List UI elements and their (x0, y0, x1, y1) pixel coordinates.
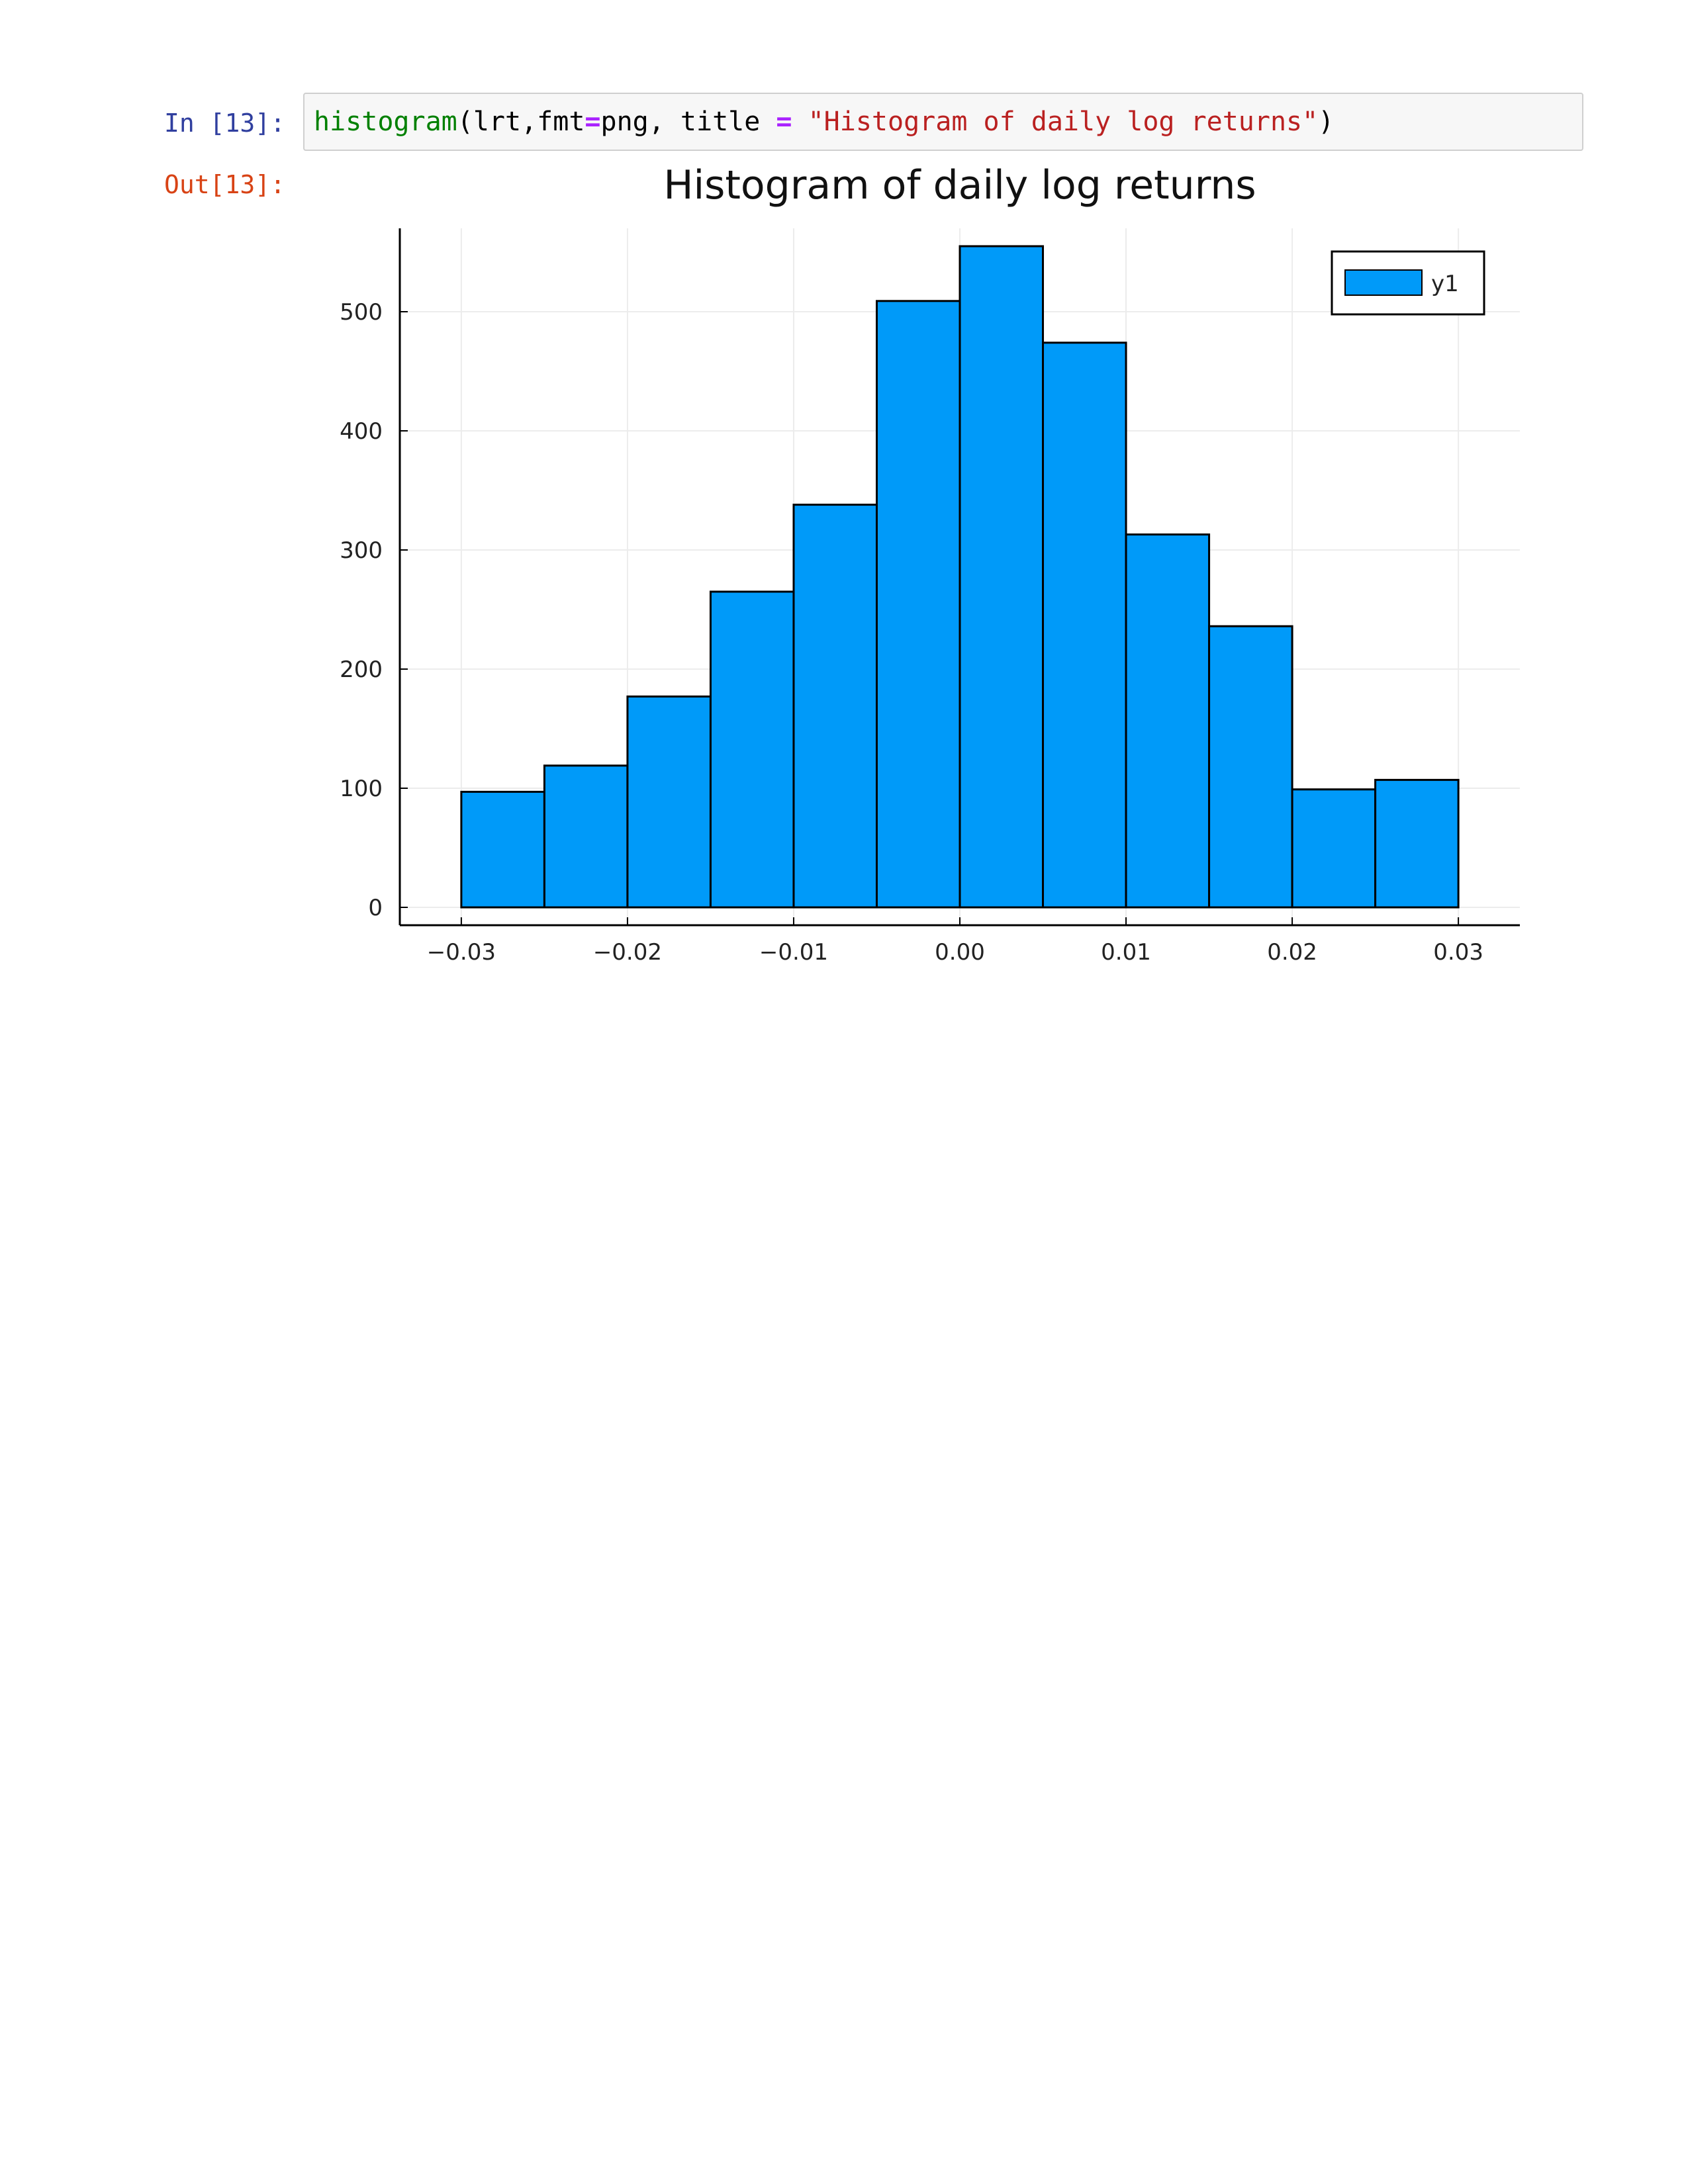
code-close-paren: ) (1318, 107, 1335, 137)
y-tick-label: 100 (340, 776, 383, 802)
histogram-bar (1208, 625, 1293, 909)
x-tick-label: 0.02 (1267, 939, 1317, 966)
histogram-bar (875, 300, 961, 909)
code-string-literal: "Histogram of daily log returns" (808, 107, 1319, 137)
output-prompt: Out[13]: (164, 170, 286, 199)
x-tick-label: 0.00 (935, 939, 985, 966)
legend-swatch (1344, 269, 1423, 296)
x-tick-label: −0.03 (427, 939, 496, 966)
y-tick-label: 300 (340, 537, 383, 564)
legend: y1 (1331, 250, 1485, 316)
axes-layer: −0.03 −0.02 −0.01 0.00 0.01 0.02 0.03 0 100 200 30… (340, 228, 1520, 966)
histogram-bar (460, 790, 545, 909)
histogram-bar (1374, 778, 1460, 909)
x-tick-label: −0.02 (593, 939, 662, 966)
x-tick-label: 0.01 (1101, 939, 1151, 966)
histogram-bar (709, 590, 795, 909)
histogram-bar (1125, 533, 1211, 909)
y-tick-label: 500 (340, 299, 383, 326)
histogram-bar (626, 695, 712, 909)
code-cell-input[interactable]: histogram(lrt,fmt=png, title = "Histogra… (303, 93, 1583, 151)
bars-layer (460, 245, 1460, 909)
histogram-bar (1042, 341, 1127, 909)
legend-label: y1 (1431, 271, 1459, 297)
histogram-bar (1291, 788, 1377, 909)
y-tick-label: 0 (368, 895, 383, 921)
x-tick-label: −0.01 (759, 939, 828, 966)
x-tick-label: 0.03 (1433, 939, 1483, 966)
y-tick-label: 200 (340, 657, 383, 683)
code-operator: = (585, 107, 601, 137)
code-function-name: histogram (314, 107, 457, 137)
histogram-bar (959, 245, 1045, 909)
histogram-bar (543, 764, 629, 909)
code-args: (lrt,fmt (457, 107, 585, 137)
code-args: png, title (600, 107, 776, 137)
y-tick-label: 400 (340, 418, 383, 445)
input-prompt: In [13]: (164, 109, 286, 138)
code-operator: = (776, 107, 792, 137)
histogram-bar (792, 504, 878, 909)
chart-title: Histogram of daily log returns (663, 162, 1256, 208)
